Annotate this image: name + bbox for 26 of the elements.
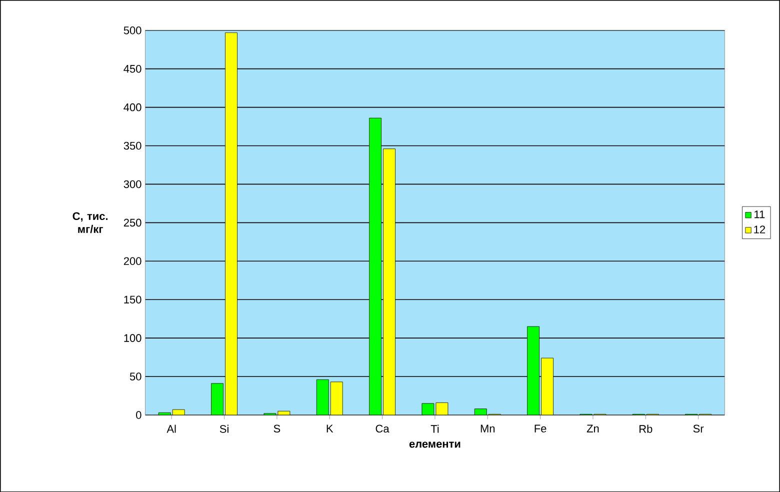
y-tick-label: 350 <box>124 142 142 150</box>
x-tick-label: Rb <box>640 424 652 433</box>
x-tick-label: S <box>274 424 280 432</box>
x-tick-label: Ca <box>376 424 390 432</box>
x-tick-label: Al <box>166 424 176 433</box>
y-tick-label: 400 <box>124 103 142 112</box>
y-tick-label: 500 <box>124 26 142 34</box>
x-tick-label: Zn <box>586 424 599 432</box>
legend-label: 11 <box>754 210 765 218</box>
y-tick-label: 50 <box>130 372 142 380</box>
y-axis-title: С, тис. мг/кг <box>72 212 108 233</box>
y-tick-label: 450 <box>124 64 142 73</box>
x-tick-label: K <box>326 424 334 432</box>
y-tick-label: 0 <box>136 410 142 419</box>
y-tick-label: 300 <box>124 180 142 188</box>
y-tick-label: 250 <box>124 218 142 226</box>
y-tick-label: 150 <box>124 296 142 304</box>
x-tick-label: Si <box>220 424 228 433</box>
x-axis-title: елементи <box>409 442 460 448</box>
y-tick-label: 200 <box>124 257 142 265</box>
x-tick-label: Fe <box>534 424 546 432</box>
legend-label: 12 <box>754 225 765 234</box>
y-tick-label: 100 <box>124 334 142 342</box>
x-tick-label: Mn <box>480 424 495 432</box>
x-tick-label: Sr <box>693 424 704 432</box>
x-tick-label: Ti <box>430 424 439 433</box>
